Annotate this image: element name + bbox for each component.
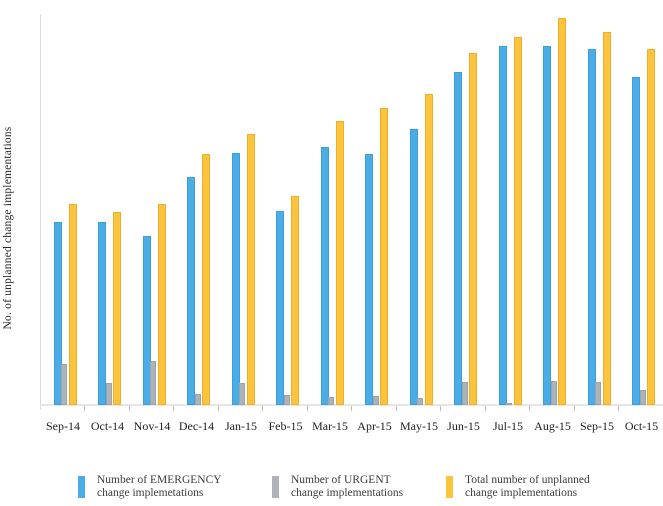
bar-emergency-jul-15: [498, 46, 507, 405]
bar-emergency-apr-15: [365, 154, 373, 405]
legend-label-urgent: Number of URGENT change implementations: [291, 474, 403, 499]
y-axis-title: No. of unplanned change implementations: [2, 126, 14, 330]
bar-emergency-jun-15: [454, 72, 462, 405]
x-axis-tick: [84, 406, 85, 411]
legend-item-emergency: Number of EMERGENCY change implemetation…: [78, 474, 222, 499]
legend-label-total: Total number of unplanned change impleme…: [465, 474, 590, 499]
bar-emergency-dec-14: [187, 177, 195, 405]
x-axis-label-feb-15: Feb-15: [268, 419, 303, 433]
bar-total-apr-15: [380, 108, 388, 405]
legend-item-urgent: Number of URGENT change implementations: [272, 474, 403, 499]
legend-swatch-urgent: [272, 476, 279, 498]
x-axis-label-nov-14: Nov-14: [133, 419, 171, 433]
x-axis-label-jun-15: Jun-15: [447, 419, 480, 433]
x-axis-tick: [217, 406, 219, 411]
bar-urgent-jun-15: [461, 382, 468, 405]
bar-emergency-oct-14: [98, 222, 106, 405]
legend-swatch-total: [446, 476, 453, 498]
legend-swatch-emergency: [78, 476, 85, 498]
bar-urgent-jul-15: [506, 403, 512, 405]
bar-total-dec-14: [202, 154, 210, 405]
legend-label-emergency-line2: change implemetations: [97, 486, 204, 499]
x-axis-label-sep-15: Sep-15: [580, 419, 614, 433]
bar-urgent-may-15: [417, 398, 423, 405]
bar-total-oct-14: [113, 212, 121, 405]
x-axis-tick: [440, 406, 441, 411]
legend-label-total-line2: change implementations: [465, 486, 578, 499]
bar-urgent-sep-14: [61, 364, 67, 405]
bar-emergency-mar-15: [320, 147, 329, 405]
x-axis-tick: [173, 406, 174, 411]
x-axis-tick: [529, 406, 530, 411]
bar-emergency-jan-15: [231, 153, 240, 405]
bar-urgent-nov-14: [150, 361, 156, 405]
x-axis-label-dec-14: Dec-14: [178, 419, 215, 433]
bar-total-sep-15: [602, 32, 611, 405]
bar-urgent-apr-15: [372, 396, 379, 405]
legend-item-total: Total number of unplanned change impleme…: [446, 474, 590, 499]
bar-total-mar-15: [335, 121, 344, 405]
legend-label-total-line1: Total number of unplanned: [465, 474, 590, 486]
x-axis-tick: [262, 406, 263, 411]
y-axis-line: [40, 14, 41, 410]
bar-urgent-jan-15: [239, 383, 245, 405]
x-axis-tick: [395, 406, 397, 411]
bar-urgent-dec-14: [194, 394, 201, 405]
bar-total-feb-15: [291, 196, 299, 405]
x-axis-label-jul-15: Jul-15: [493, 419, 523, 433]
legend: Number of EMERGENCY change implemetation…: [0, 474, 663, 506]
bar-total-oct-15: [647, 49, 655, 405]
bar-emergency-sep-14: [53, 222, 62, 405]
legend-label-emergency-line1: Number of EMERGENCY: [97, 474, 222, 486]
bar-emergency-nov-14: [142, 236, 151, 405]
x-axis-tick: [128, 406, 130, 411]
bar-total-aug-15: [558, 18, 566, 405]
bar-urgent-feb-15: [283, 395, 290, 405]
x-axis-label-apr-15: Apr-15: [357, 419, 392, 433]
x-axis-label-sep-14: Sep-14: [46, 419, 80, 433]
x-axis-tick: [618, 406, 619, 411]
bar-total-nov-14: [157, 204, 166, 405]
bar-emergency-feb-15: [276, 211, 284, 405]
x-axis-label-mar-15: Mar-15: [312, 419, 348, 433]
bar-urgent-oct-15: [639, 390, 646, 405]
bar-urgent-sep-15: [595, 382, 601, 405]
bar-total-jun-15: [469, 53, 477, 405]
legend-label-emergency: Number of EMERGENCY change implemetation…: [97, 474, 222, 499]
bar-emergency-aug-15: [543, 46, 551, 405]
x-axis-label-may-15: May-15: [400, 419, 438, 433]
x-axis-label-jan-15: Jan-15: [225, 419, 257, 433]
x-axis-tick: [306, 406, 308, 411]
bar-urgent-mar-15: [328, 397, 334, 405]
x-axis-label-oct-14: Oct-14: [90, 419, 125, 433]
plot-area: [40, 14, 663, 405]
bar-emergency-sep-15: [587, 49, 596, 405]
x-axis-label-oct-15: Oct-15: [624, 419, 659, 433]
bar-total-may-15: [424, 94, 433, 405]
legend-label-urgent-line1: Number of URGENT: [291, 474, 391, 486]
x-axis-tick: [484, 406, 486, 411]
x-axis-label-aug-15: Aug-15: [534, 419, 571, 433]
legend-label-urgent-line2: change implementations: [291, 486, 404, 499]
x-axis-tick: [351, 406, 352, 411]
bar-total-jul-15: [513, 37, 522, 405]
bar-emergency-oct-15: [632, 77, 640, 405]
bar-urgent-aug-15: [550, 381, 557, 405]
bar-emergency-may-15: [409, 129, 418, 405]
bar-total-sep-14: [68, 204, 77, 405]
bar-urgent-oct-14: [105, 383, 112, 405]
x-axis-line: [40, 404, 663, 406]
bar-total-jan-15: [246, 134, 255, 405]
x-axis-tick: [573, 406, 575, 411]
